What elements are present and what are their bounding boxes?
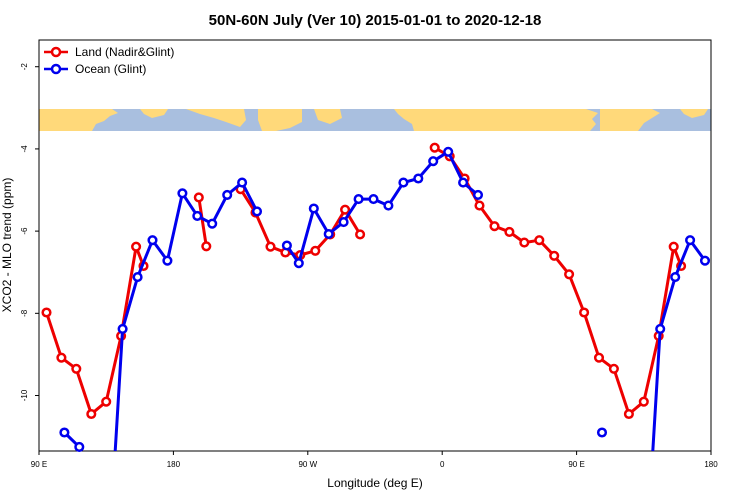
- x-tick-label: 0: [440, 460, 445, 469]
- data-point: [685, 235, 696, 246]
- data-point: [353, 194, 364, 205]
- data-point: [86, 408, 97, 420]
- data-point: [429, 142, 440, 153]
- data-point: [281, 240, 292, 251]
- map-land-alaska: [186, 109, 246, 127]
- legend-land-marker: [50, 46, 62, 58]
- map-land-asia: [39, 109, 118, 131]
- map-land-labrador: [314, 109, 342, 124]
- data-point: [668, 241, 679, 252]
- legend-land-label: Land (Nadir&Glint): [75, 45, 174, 59]
- series-line: [433, 146, 683, 416]
- series-ocean: [59, 146, 711, 452]
- data-point: [323, 228, 334, 240]
- data-point: [549, 250, 560, 261]
- data-point: [474, 200, 485, 211]
- data-point: [237, 177, 248, 188]
- data-point: [71, 363, 82, 374]
- data-point: [564, 269, 575, 280]
- data-point: [132, 272, 143, 283]
- data-point: [579, 307, 590, 318]
- data-point: [534, 235, 545, 246]
- x-tick-label: 90 W: [298, 460, 317, 469]
- map-land-asia-repeat: [600, 109, 660, 131]
- y-tick-label: -10: [20, 389, 29, 401]
- data-point: [41, 307, 52, 318]
- data-point: [340, 204, 351, 215]
- data-point: [207, 218, 218, 229]
- plot-frame: [38, 39, 712, 452]
- y-axis-label: XCO2 - MLO trend (ppm): [0, 178, 14, 313]
- data-point: [338, 217, 349, 228]
- y-tick-label: -6: [20, 227, 29, 235]
- data-point: [201, 241, 212, 252]
- series-line: [113, 181, 259, 452]
- data-point: [472, 189, 484, 200]
- data-point: [504, 226, 515, 237]
- data-point: [383, 200, 394, 211]
- data-point: [413, 173, 424, 184]
- data-point: [162, 255, 173, 266]
- data-point: [147, 235, 158, 246]
- series-line: [45, 245, 145, 416]
- x-axis: 90 E 180 90 W 0 90 E 180: [31, 451, 718, 469]
- data-point: [428, 156, 439, 167]
- map-land-canada: [258, 109, 302, 131]
- x-axis-label: Longitude (deg E): [327, 476, 422, 490]
- map-strip: [39, 109, 711, 131]
- data-point: [398, 177, 409, 188]
- data-point: [74, 441, 85, 452]
- x-tick-label: 90 E: [568, 460, 584, 469]
- data-point: [670, 272, 681, 283]
- data-point: [117, 323, 128, 334]
- data-point: [458, 177, 469, 188]
- data-point: [193, 192, 204, 203]
- y-tick-label: -2: [20, 63, 29, 71]
- data-point: [368, 194, 379, 205]
- map-land-kamchatka-repeat: [680, 109, 708, 118]
- data-point: [59, 427, 70, 438]
- data-point: [56, 352, 67, 363]
- data-point: [131, 241, 142, 252]
- series-land: [41, 142, 687, 420]
- data-point: [265, 241, 276, 252]
- y-tick-label: -4: [20, 145, 29, 153]
- data-point: [638, 396, 649, 407]
- data-point: [655, 323, 666, 334]
- data-point: [355, 229, 366, 240]
- data-point: [310, 245, 321, 256]
- series-line: [197, 197, 208, 247]
- series-line: [651, 238, 707, 452]
- data-point: [177, 188, 188, 199]
- legend: Land (Nadir&Glint) Ocean (Glint): [44, 45, 174, 76]
- y-tick-label: -8: [20, 309, 29, 317]
- data-point: [608, 363, 619, 374]
- data-point: [593, 352, 605, 363]
- data-point: [101, 396, 112, 407]
- data-point: [519, 237, 530, 248]
- map-land-europe: [394, 109, 598, 131]
- data-point: [596, 427, 608, 438]
- data-point: [251, 206, 263, 217]
- chart-title: 50N-60N July (Ver 10) 2015-01-01 to 2020…: [209, 12, 542, 29]
- data-point: [699, 255, 711, 266]
- data-point: [192, 210, 203, 221]
- data-point: [222, 189, 233, 200]
- x-tick-label: 90 E: [31, 460, 47, 469]
- series-layer: [41, 142, 711, 452]
- data-point: [443, 146, 454, 157]
- data-point: [489, 221, 500, 232]
- data-point: [623, 408, 634, 420]
- data-point: [308, 203, 319, 214]
- map-land-kamchatka: [140, 109, 168, 118]
- y-axis: -2 -4 -6 -8 -10: [20, 63, 39, 401]
- x-tick-label: 180: [167, 460, 181, 469]
- x-tick-label: 180: [704, 460, 718, 469]
- legend-ocean-marker: [50, 63, 62, 75]
- data-point: [293, 258, 304, 269]
- legend-ocean-label: Ocean (Glint): [75, 62, 146, 76]
